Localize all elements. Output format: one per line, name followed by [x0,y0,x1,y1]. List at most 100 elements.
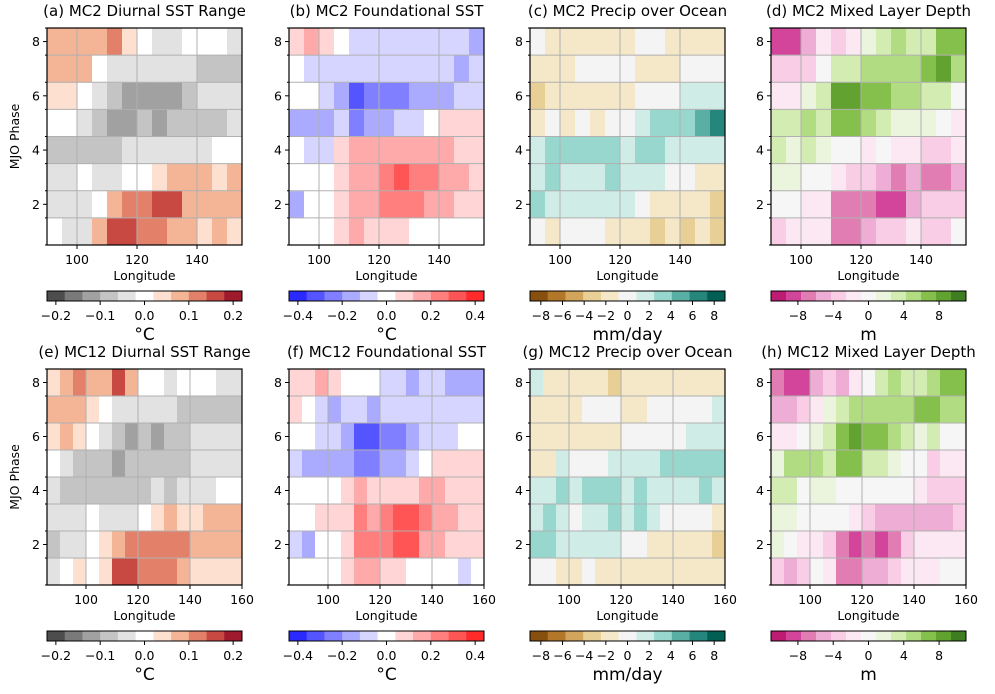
heatmap-cell [406,477,420,505]
heatmap-cell [914,396,928,424]
colorbar-bin [547,631,566,641]
heatmap-cell [216,369,230,397]
heatmap-cell [216,558,230,586]
colorbar-bin [289,291,308,301]
heatmap-cell [167,190,183,219]
heatmap-cell [595,477,609,505]
heatmap-cell [432,504,446,532]
heatmap-cell [650,55,666,83]
heatmap-cell [556,558,570,586]
heatmap-cell [575,163,591,192]
colorbar-bin [921,291,937,301]
colorbar-bin [413,291,432,301]
heatmap-cell [940,396,954,424]
heatmap-cell [665,55,681,83]
heatmap-cell [680,163,696,192]
colorbar-bin [689,291,708,301]
heatmap-cell [125,531,139,559]
heatmap-cell [197,55,213,83]
heatmap-cell [953,423,967,451]
colorbar-tick-label: 6 [689,308,697,323]
heatmap-cell [595,396,609,424]
heatmap-cell [560,28,576,56]
heatmap-cell [862,504,876,532]
heatmap-cell [152,55,168,83]
heatmap-cell [695,82,711,110]
heatmap-cell [891,136,907,165]
heatmap-cells [530,369,726,586]
y-tick-label: 8 [515,375,523,390]
colorbar-bin [135,631,154,641]
y-tick-label: 2 [515,537,523,552]
heatmap-cell [849,396,863,424]
heatmap-cell [92,136,108,165]
colorbar: −8 −6 −4 −2 0 2 4 6 8 mm/day [529,290,726,345]
heatmap-cells [47,369,243,586]
heatmap-cell [862,369,876,397]
heatmap-cell [394,55,410,83]
colorbar-tick-label: −4 [575,308,593,323]
heatmap-cell [99,504,113,532]
x-tick-label: 120 [849,252,873,267]
heatmap-cell [406,558,420,586]
heatmap-cell [862,477,876,505]
heatmap-cell [953,396,967,424]
heatmap-cell [469,82,485,110]
heatmap-cell [951,28,967,56]
heatmap-cell [319,163,335,192]
heatmap-cell [710,163,726,192]
heatmap-cell [951,82,967,110]
heatmap-cell [771,423,785,451]
heatmap-cell [364,163,380,192]
x-axis-label: Longitude [113,608,175,623]
heatmap-cell [302,477,316,505]
heatmap-cell [875,396,889,424]
heatmap-cell [936,217,952,246]
heatmap-cell [354,396,368,424]
heatmap-cell [73,531,87,559]
heatmap-cell [289,136,305,165]
heatmap-cell [454,217,470,246]
heatmap-cell [936,82,952,110]
heatmap-cell [107,109,123,137]
colorbar-tick-label: −4 [824,648,842,663]
colorbar-unit-label: °C [376,665,396,685]
heatmap-cell [393,369,407,397]
heatmap-cell [152,82,168,110]
heatmap-cell [393,396,407,424]
heatmap-cell [419,477,433,505]
y-axis-label: MJO Phase [7,444,22,510]
heatmap-cell [439,82,455,110]
heatmap-cell [409,82,425,110]
gridlines [289,369,484,585]
heatmap-cell [409,136,425,165]
heatmap-cell [605,28,621,56]
heatmap-cell [823,504,837,532]
heatmap-cell [660,369,674,397]
heatmap-cell [419,504,433,532]
heatmap-cell [605,190,621,219]
heatmap-cell [846,136,862,165]
heatmap-cell [86,396,100,424]
heatmap-cell [876,82,892,110]
heatmap-cell [665,190,681,219]
heatmap-cell [914,504,928,532]
heatmap-cell [107,28,123,56]
colorbar-tick-label: 2 [645,648,653,663]
heatmap-cell [302,396,316,424]
heatmap-cell [699,477,713,505]
heatmap-cell [901,558,915,586]
heatmap-cell [167,163,183,192]
heatmap-cell [137,55,153,83]
heatmap-cell [556,504,570,532]
colorbar-bin [188,291,207,301]
x-tick-label: 120 [125,252,149,267]
colorbar-bin [395,291,414,301]
heatmap-cell [712,396,726,424]
heatmap-cell [836,504,850,532]
heatmap-cell [349,136,365,165]
heatmap-cell [458,477,472,505]
heatmap-cell [137,109,153,137]
colorbar-bin [671,291,690,301]
heatmap-cell [152,163,168,192]
